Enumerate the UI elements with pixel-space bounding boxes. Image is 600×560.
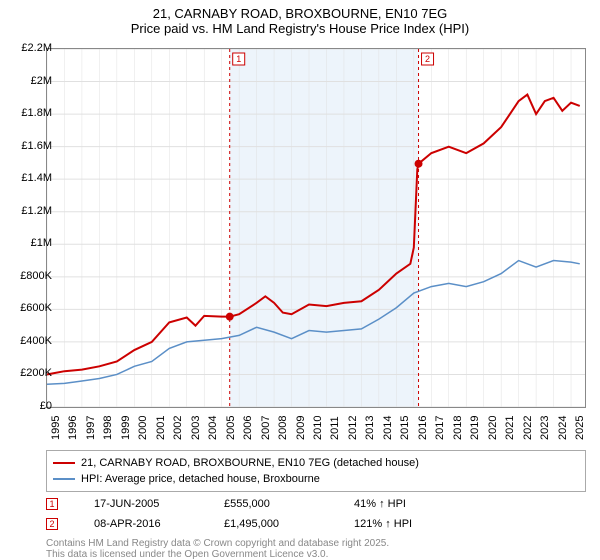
svg-text:1: 1 — [236, 54, 241, 64]
transaction-price-2: £1,495,000 — [224, 518, 324, 530]
x-tick-label: 2015 — [399, 416, 411, 440]
legend-label-hpi: HPI: Average price, detached house, Brox… — [81, 473, 320, 485]
title-line-1: 21, CARNABY ROAD, BROXBOURNE, EN10 7EG — [0, 6, 600, 21]
y-tick-label: £200K — [8, 367, 52, 379]
transaction-row-1: 1 17-JUN-2005 £555,000 41% ↑ HPI — [46, 494, 586, 514]
x-tick-label: 2000 — [137, 416, 149, 440]
chart-plot-area: 12 — [46, 48, 586, 408]
x-tick-label: 2002 — [172, 416, 184, 440]
chart-svg: 12 — [47, 49, 585, 407]
x-tick-label: 2021 — [504, 416, 516, 440]
x-tick-label: 2006 — [242, 416, 254, 440]
transaction-price-1: £555,000 — [224, 498, 324, 510]
x-tick-label: 2009 — [295, 416, 307, 440]
attribution: Contains HM Land Registry data © Crown c… — [46, 538, 389, 560]
x-tick-label: 2012 — [347, 416, 359, 440]
y-tick-label: £1.4M — [8, 172, 52, 184]
legend-swatch-property — [53, 462, 75, 464]
x-tick-label: 1996 — [67, 416, 79, 440]
svg-text:2: 2 — [425, 54, 430, 64]
x-tick-label: 2007 — [260, 416, 272, 440]
attribution-line-2: This data is licensed under the Open Gov… — [46, 549, 389, 560]
y-tick-label: £600K — [8, 302, 52, 314]
x-tick-label: 2020 — [487, 416, 499, 440]
x-tick-label: 2001 — [155, 416, 167, 440]
transaction-delta-2: 121% ↑ HPI — [354, 518, 454, 530]
marker-badge-1: 1 — [46, 498, 58, 510]
x-tick-label: 2024 — [557, 416, 569, 440]
y-tick-label: £1.8M — [8, 107, 52, 119]
x-tick-label: 2005 — [225, 416, 237, 440]
y-tick-label: £400K — [8, 335, 52, 347]
x-tick-label: 2010 — [312, 416, 324, 440]
legend-item-hpi: HPI: Average price, detached house, Brox… — [53, 471, 579, 487]
x-tick-label: 2008 — [277, 416, 289, 440]
attribution-line-1: Contains HM Land Registry data © Crown c… — [46, 538, 389, 549]
transaction-row-2: 2 08-APR-2016 £1,495,000 121% ↑ HPI — [46, 514, 586, 534]
marker-badge-2: 2 — [46, 518, 58, 530]
y-tick-label: £1.2M — [8, 205, 52, 217]
y-tick-label: £800K — [8, 270, 52, 282]
transaction-delta-1: 41% ↑ HPI — [354, 498, 454, 510]
x-tick-label: 2011 — [329, 416, 341, 440]
x-tick-label: 1998 — [102, 416, 114, 440]
transaction-table: 1 17-JUN-2005 £555,000 41% ↑ HPI 2 08-AP… — [46, 494, 586, 534]
x-tick-label: 2023 — [539, 416, 551, 440]
x-tick-label: 2025 — [574, 416, 586, 440]
legend-item-property: 21, CARNABY ROAD, BROXBOURNE, EN10 7EG (… — [53, 455, 579, 471]
x-tick-label: 2003 — [190, 416, 202, 440]
x-tick-label: 1995 — [50, 416, 62, 440]
y-tick-label: £2M — [8, 75, 52, 87]
legend-label-property: 21, CARNABY ROAD, BROXBOURNE, EN10 7EG (… — [81, 457, 419, 469]
x-tick-label: 2014 — [382, 416, 394, 440]
y-tick-label: £1M — [8, 237, 52, 249]
transaction-date-1: 17-JUN-2005 — [94, 498, 194, 510]
y-tick-label: £2.2M — [8, 42, 52, 54]
x-tick-label: 2016 — [417, 416, 429, 440]
legend: 21, CARNABY ROAD, BROXBOURNE, EN10 7EG (… — [46, 450, 586, 492]
x-tick-label: 2013 — [364, 416, 376, 440]
x-tick-label: 2004 — [207, 416, 219, 440]
x-tick-label: 1999 — [120, 416, 132, 440]
legend-swatch-hpi — [53, 478, 75, 480]
title-line-2: Price paid vs. HM Land Registry's House … — [0, 21, 600, 36]
y-tick-label: £0 — [8, 400, 52, 412]
x-tick-label: 2018 — [452, 416, 464, 440]
transaction-date-2: 08-APR-2016 — [94, 518, 194, 530]
x-tick-label: 2022 — [522, 416, 534, 440]
y-tick-label: £1.6M — [8, 140, 52, 152]
x-tick-label: 1997 — [85, 416, 97, 440]
chart-title-block: 21, CARNABY ROAD, BROXBOURNE, EN10 7EG P… — [0, 0, 600, 36]
x-tick-label: 2019 — [469, 416, 481, 440]
x-tick-label: 2017 — [434, 416, 446, 440]
